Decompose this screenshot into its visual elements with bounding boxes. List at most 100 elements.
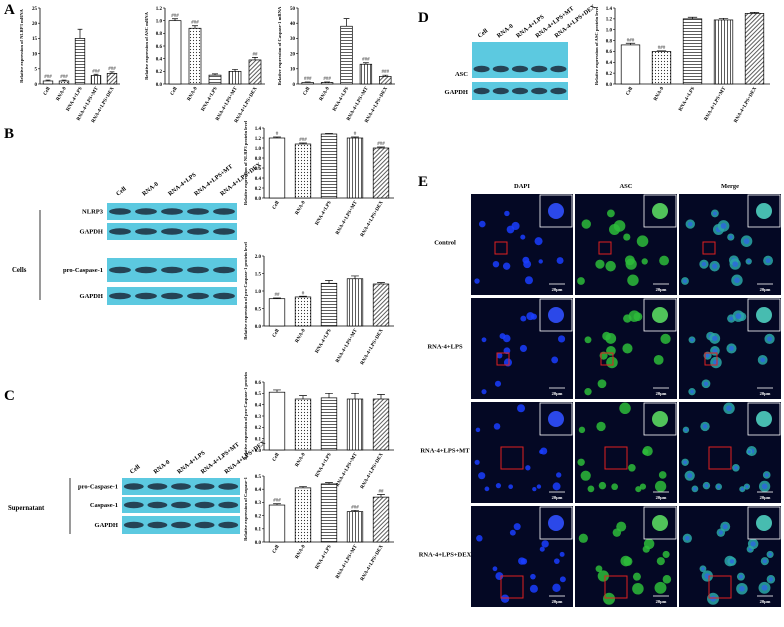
y-tick-label: 0.6 xyxy=(156,45,163,50)
nucleus xyxy=(739,585,745,592)
significance-label: ### xyxy=(108,67,116,72)
y-tick-label: 10 xyxy=(290,68,296,73)
row-label: GAPDH xyxy=(80,293,103,300)
cell xyxy=(552,482,561,491)
x-tick-label: RNA-4+LPS+DEX xyxy=(234,86,259,124)
cell xyxy=(559,576,566,583)
error-bar xyxy=(718,17,729,20)
y-tick-label: 1.4 xyxy=(606,7,613,12)
nucleus xyxy=(729,316,734,321)
nucleus xyxy=(726,405,732,412)
x-tick-label: RNA-4+LPS xyxy=(315,544,333,570)
cell xyxy=(520,558,528,565)
significance-label: ## xyxy=(275,293,281,298)
blot-band xyxy=(511,65,529,73)
blot-band xyxy=(171,483,191,490)
row-label: GAPDH xyxy=(80,229,103,236)
scale-bar-label: 20μm xyxy=(656,599,667,604)
blot-band xyxy=(161,266,183,274)
bar xyxy=(713,19,734,85)
cell xyxy=(654,581,667,594)
bar xyxy=(301,82,314,85)
cell xyxy=(639,483,647,490)
row-label: RNA-4+LPS xyxy=(427,344,463,351)
region-box xyxy=(600,352,614,366)
bar xyxy=(372,496,390,543)
error-bar xyxy=(109,71,115,74)
y-tick-label: 1.2 xyxy=(156,7,163,12)
blot-band xyxy=(123,483,144,490)
bar xyxy=(208,74,222,85)
y-tick-label: 5 xyxy=(35,68,38,73)
x-tick-label: RNA-4+LPS xyxy=(315,452,333,478)
cell xyxy=(656,557,665,566)
cell xyxy=(552,583,561,592)
cell xyxy=(511,221,520,231)
y-axis-label: Relative expression of ASC mRNA xyxy=(144,11,149,79)
y-axis-label: Relative expression of Caspase-1 xyxy=(243,476,248,541)
nucleus xyxy=(722,524,728,530)
inset xyxy=(643,506,677,540)
error-bar xyxy=(351,275,359,279)
cell xyxy=(623,556,633,566)
nucleus xyxy=(765,258,771,264)
y-tick-label: 10 xyxy=(32,52,38,57)
cell xyxy=(478,220,486,228)
cell xyxy=(599,351,608,360)
y-tick-label: 0.8 xyxy=(255,157,262,162)
bar xyxy=(346,398,364,451)
y-axis-label: Relative expression of pro-Caspase-1 pro… xyxy=(243,241,248,339)
y-tick-label: 20 xyxy=(32,22,38,27)
cell xyxy=(484,486,490,492)
significance-label: ### xyxy=(273,499,281,504)
blot-band xyxy=(123,521,144,529)
inset-cell xyxy=(756,515,772,531)
y-axis-label: Relative expression of ASC protein level xyxy=(594,6,599,85)
error-bar xyxy=(325,280,333,284)
cell xyxy=(539,449,544,455)
x-tick-label: RNA-4+LPS+MT xyxy=(335,200,359,236)
cell xyxy=(632,582,644,595)
row-label: ASC xyxy=(455,71,468,78)
nucleus xyxy=(768,577,774,582)
x-tick-label: RNA-4+LPS+MT xyxy=(704,86,728,122)
inset-cell xyxy=(652,307,668,323)
inset-cell xyxy=(548,203,564,219)
error-bar xyxy=(687,16,698,19)
error-bar xyxy=(273,297,281,299)
bar xyxy=(320,82,334,85)
y-tick-label: 0.2 xyxy=(156,70,163,75)
scale-bar-label: 20μm xyxy=(552,287,563,292)
blot-band xyxy=(187,292,209,300)
y-tick-label: 0.5 xyxy=(255,475,262,480)
x-tick-label: Cell xyxy=(272,200,281,210)
scale-bar-label: 20μm xyxy=(552,495,563,500)
nucleus xyxy=(761,584,768,591)
cell xyxy=(654,480,667,493)
y-tick-label: 15 xyxy=(32,37,38,42)
significance-label: ### xyxy=(92,69,100,74)
cell xyxy=(580,470,591,481)
blot-band xyxy=(473,87,490,95)
region-box xyxy=(496,352,510,366)
nucleus xyxy=(683,279,687,283)
scale-bar-label: 20μm xyxy=(760,287,771,292)
x-tick-label: Cell xyxy=(170,86,179,96)
y-axis-label: Relative expression of NLRP3 mRNA xyxy=(19,8,24,82)
inset-cell xyxy=(548,411,564,427)
x-tick-label: RNA-0 xyxy=(295,452,307,468)
cell xyxy=(611,483,619,491)
error-bar xyxy=(77,28,83,39)
row-label: pro-Caspase-1 xyxy=(63,267,103,274)
nucleus xyxy=(743,238,750,245)
panel-label: C xyxy=(4,388,15,404)
row-label: RNA-4+LPS+MT xyxy=(420,448,470,455)
nucleus xyxy=(718,530,723,535)
blot-band xyxy=(109,208,131,215)
cell xyxy=(619,402,631,415)
nucleus xyxy=(690,389,694,394)
bar xyxy=(248,59,262,85)
y-tick-label: 0.4 xyxy=(606,61,613,66)
x-tick-label: Cell xyxy=(272,544,281,554)
cell xyxy=(659,255,670,266)
